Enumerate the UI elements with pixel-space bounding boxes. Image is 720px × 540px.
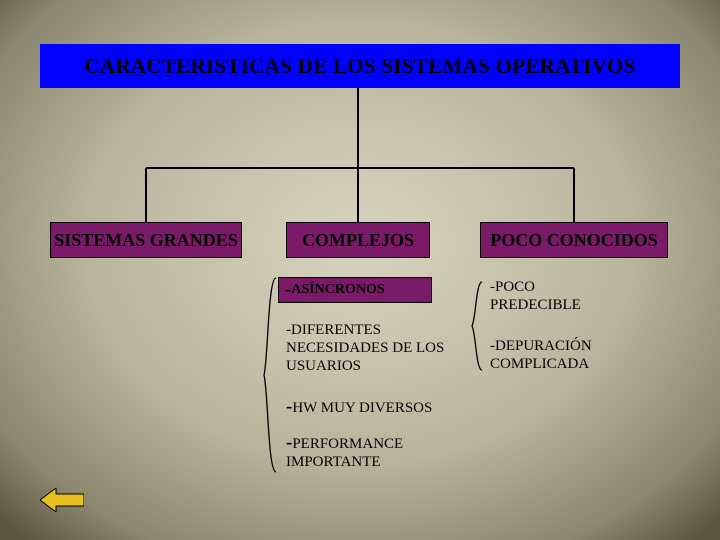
node-sistemas-grandes: SISTEMAS GRANDES	[50, 222, 242, 258]
node-poco-conocidos: POCO CONOCIDOS	[480, 222, 668, 258]
sub-depuracion: -DEPURACIÓN COMPLICADA	[490, 338, 592, 373]
node-complejos: COMPLEJOS	[286, 222, 430, 258]
sub-performance: -PERFORMANCE IMPORTANTE	[286, 432, 403, 472]
node-label: POCO CONOCIDOS	[490, 230, 658, 251]
title-box: CARACTERISTICAS DE LOS SISTEMAS OPERATIV…	[40, 44, 680, 88]
title-text: CARACTERISTICAS DE LOS SISTEMAS OPERATIV…	[85, 54, 636, 79]
sub-diferentes: -DIFERENTES NECESIDADES DE LOS USUARIOS	[286, 318, 444, 376]
sub-poco-predecible: -POCO PREDECIBLE	[490, 279, 581, 314]
node-label: COMPLEJOS	[302, 230, 414, 251]
sub-hw: -HW MUY DIVERSOS	[286, 396, 432, 418]
sub-label: ASÍNCRONOS	[291, 282, 384, 298]
back-arrow-icon[interactable]	[40, 488, 84, 512]
node-label: SISTEMAS GRANDES	[54, 230, 238, 251]
sub-asincronos: - ASÍNCRONOS	[278, 277, 432, 303]
